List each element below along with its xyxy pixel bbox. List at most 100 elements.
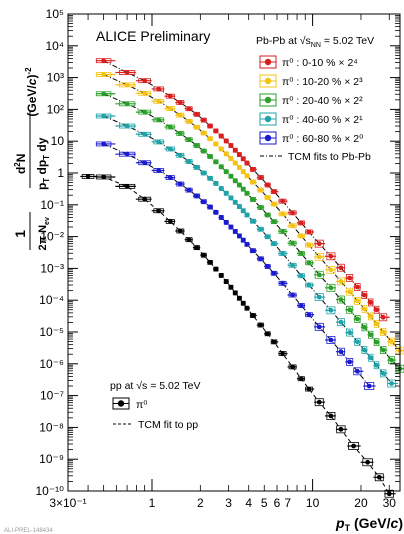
data-point bbox=[335, 347, 346, 356]
data-point bbox=[379, 346, 388, 354]
data-point bbox=[192, 111, 201, 117]
x-tick-label: 6 bbox=[274, 496, 281, 510]
y-tick-label: 1 bbox=[57, 166, 64, 180]
data-point bbox=[115, 101, 136, 107]
data-point bbox=[192, 143, 201, 148]
data-point bbox=[345, 274, 354, 282]
data-point bbox=[151, 168, 165, 173]
y-tick-label: 10⁵ bbox=[46, 7, 64, 21]
data-point bbox=[353, 283, 361, 291]
data-point bbox=[270, 339, 279, 345]
data-point bbox=[264, 195, 271, 200]
pbpb-legend-entry: π⁰ : 0-10 % × 2⁴ bbox=[259, 55, 358, 69]
y-tick-label: 10⁻⁸ bbox=[39, 420, 64, 434]
data-point bbox=[314, 398, 326, 407]
data-point bbox=[212, 181, 219, 186]
data-point bbox=[373, 473, 385, 482]
data-point bbox=[264, 234, 271, 240]
data-point bbox=[347, 442, 361, 450]
pbpb-legend-label: π⁰ : 40-60 % × 2¹ bbox=[282, 114, 363, 126]
data-point bbox=[353, 315, 361, 323]
data-point bbox=[236, 165, 242, 170]
data-point bbox=[228, 195, 234, 201]
data-point bbox=[345, 357, 354, 366]
data-point bbox=[244, 305, 250, 311]
data-point bbox=[175, 181, 185, 187]
data-point bbox=[256, 187, 265, 193]
data-points bbox=[80, 58, 404, 498]
data-point bbox=[270, 241, 279, 247]
data-point bbox=[232, 178, 238, 184]
data-point bbox=[314, 293, 326, 302]
x-tick-label: 30 bbox=[383, 496, 397, 510]
data-point bbox=[192, 193, 201, 199]
data-point bbox=[325, 306, 336, 315]
x-tick-label: 4 bbox=[245, 496, 252, 510]
data-point bbox=[240, 169, 246, 175]
y-tick-label: 10⁻⁶ bbox=[39, 357, 64, 371]
data-point bbox=[206, 204, 213, 210]
data-point bbox=[249, 218, 257, 224]
pbpb-legend-entry: π⁰ : 40-60 % × 2¹ bbox=[259, 112, 363, 126]
data-point bbox=[115, 183, 136, 189]
pbpb-legend-entries: π⁰ : 0-10 % × 2⁴ π⁰ : 10-20 % × 2³ π⁰ : 20… bbox=[259, 55, 364, 145]
data-point bbox=[115, 151, 136, 157]
data-point bbox=[184, 159, 193, 164]
data-point bbox=[236, 233, 242, 239]
pbpb-legend-label: π⁰ : 0-10 % × 2⁴ bbox=[282, 57, 358, 69]
data-point bbox=[345, 305, 354, 314]
y-tick-label: 10⁻⁹ bbox=[39, 452, 64, 466]
data-point bbox=[264, 182, 271, 188]
data-point bbox=[151, 98, 165, 104]
data-point bbox=[305, 282, 315, 288]
data-point bbox=[184, 237, 193, 243]
data-point bbox=[244, 160, 250, 166]
y-tick-label: 10⁻² bbox=[40, 230, 64, 244]
data-point bbox=[192, 165, 201, 170]
data-point bbox=[223, 190, 229, 196]
data-point bbox=[296, 273, 306, 279]
y-tick-label: 10⁻⁴ bbox=[39, 293, 64, 307]
data-point bbox=[379, 313, 390, 322]
data-point bbox=[325, 411, 336, 420]
data-point bbox=[256, 256, 265, 262]
data-point bbox=[164, 106, 176, 111]
pbpb-legend-label: π⁰ : 20-40 % × 2² bbox=[282, 95, 363, 107]
data-point bbox=[373, 305, 380, 314]
data-point bbox=[240, 300, 246, 306]
data-point bbox=[270, 201, 279, 207]
data-point bbox=[278, 251, 288, 256]
data-point bbox=[249, 179, 257, 185]
data-point bbox=[249, 248, 257, 254]
tick-labels: 10⁵ 10⁴ 10³ 10² 10 1 10⁻¹ 10⁻² 10⁻³ 10⁻⁴ 10⁻⁵ 10⁻⁶ 1… bbox=[36, 7, 397, 510]
figure-footer: ALI-PREL-148434 bbox=[4, 528, 53, 534]
data-point bbox=[212, 141, 219, 147]
data-point bbox=[387, 356, 396, 365]
data-point bbox=[200, 170, 207, 176]
data-point bbox=[228, 284, 234, 290]
data-point bbox=[270, 270, 279, 276]
data-point bbox=[305, 229, 315, 235]
data-point bbox=[264, 212, 271, 218]
data-point bbox=[325, 283, 336, 292]
data-point bbox=[95, 91, 116, 97]
data-point bbox=[387, 379, 398, 388]
x-tick-label: 7 bbox=[284, 496, 291, 510]
axis-ticks bbox=[67, 13, 400, 492]
data-point bbox=[232, 290, 238, 296]
data-point bbox=[249, 197, 257, 202]
data-point bbox=[206, 175, 213, 181]
data-point bbox=[244, 173, 250, 179]
data-point bbox=[367, 298, 374, 307]
pbpb-legend-entry: π⁰ : 60-80 % × 2⁰ bbox=[259, 131, 364, 145]
data-point bbox=[200, 199, 207, 205]
data-point bbox=[244, 241, 250, 247]
data-point bbox=[360, 458, 374, 467]
data-point bbox=[236, 204, 242, 209]
pp-legend-entry-label: π⁰ bbox=[136, 399, 148, 411]
data-point bbox=[256, 175, 265, 180]
data-point bbox=[232, 229, 238, 234]
x-tick-label: 2 bbox=[197, 496, 204, 510]
data-point bbox=[175, 112, 185, 118]
data-point bbox=[80, 174, 96, 179]
